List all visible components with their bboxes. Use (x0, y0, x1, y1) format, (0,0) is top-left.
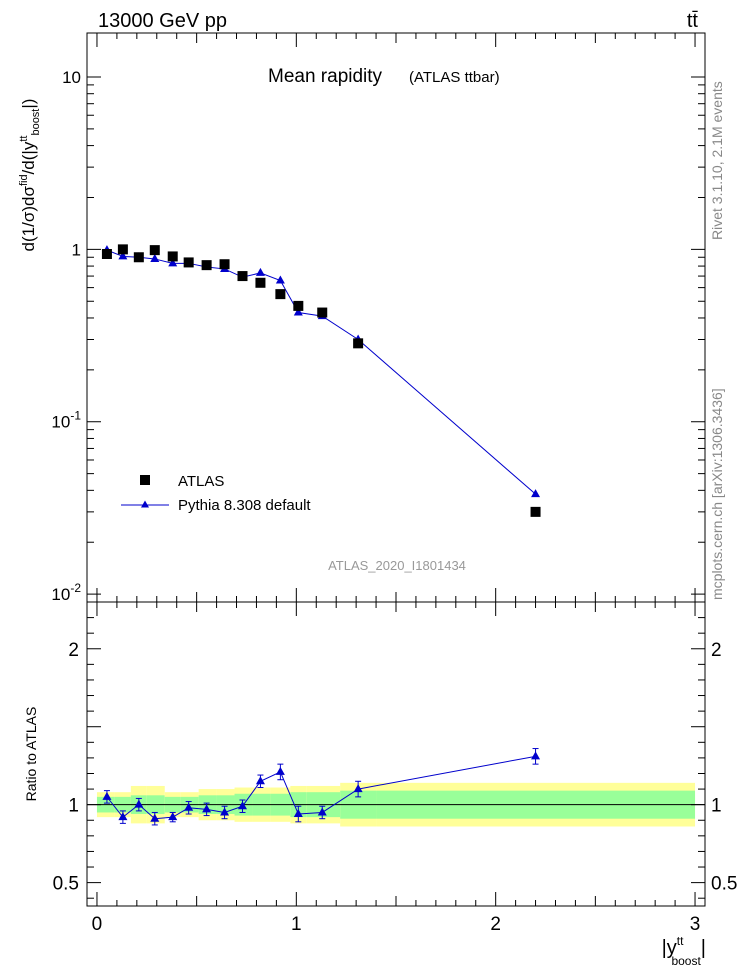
x-tick-label: 0 (92, 914, 103, 935)
pythia-point (275, 275, 285, 284)
ratio-y-tick-label-right: 0.5 (711, 874, 737, 895)
main-y-axis-title: d(1/σ)dσfid/d(|yttboost|) (18, 99, 42, 252)
ratio-y-tick-label-right: 1 (711, 796, 722, 817)
atlas-point (293, 300, 304, 311)
ratio-point (353, 784, 363, 793)
atlas-point (149, 245, 160, 256)
ratio-point (293, 809, 303, 818)
legend-pythia-label: Pythia 8.308 default (178, 497, 311, 514)
main-y-tick-label: 1 (72, 240, 81, 259)
x-tick-label: 2 (490, 914, 501, 935)
ratio-point (317, 807, 327, 816)
atlas-point (219, 259, 230, 270)
pythia-point (255, 267, 265, 276)
ratio-point (102, 791, 112, 800)
atlas-point (317, 307, 328, 318)
header-right: tt̄ (687, 10, 699, 32)
ratio-point (150, 813, 160, 822)
ratio-point (168, 812, 178, 821)
atlas-point (255, 277, 266, 288)
ratio-y-tick-label: 0.5 (53, 874, 79, 895)
atlas-point (237, 271, 248, 282)
x-tick-label: 3 (690, 914, 701, 935)
ratio-point (220, 807, 230, 816)
legend-atlas-marker (140, 475, 150, 485)
ratio-point (202, 804, 212, 813)
atlas-point (183, 257, 194, 268)
atlas-point (275, 289, 286, 300)
atlas-point (353, 338, 364, 349)
ratio-point (237, 801, 247, 810)
pythia-point (150, 253, 160, 262)
main-y-tick-label: 10-1 (51, 409, 81, 432)
ratio-y-axis-title: Ratio to ATLAS (23, 707, 39, 802)
main-y-tick-label: 10-2 (51, 581, 81, 604)
plot-subtitle: (ATLAS ttbar) (409, 69, 500, 86)
ylabel-text: d(1/σ)dσfid/d(|yttboost|) (18, 99, 42, 252)
ratio-y-tick-label: 1 (68, 796, 79, 817)
atlas-point (201, 260, 212, 271)
atlas-point (530, 506, 541, 517)
pythia-point (531, 489, 541, 498)
rivet-label: Rivet 3.1.10, 2.1M events (709, 81, 725, 240)
main-plot-frame (86, 32, 706, 603)
ratio-point (275, 766, 285, 775)
atlas-point (133, 252, 144, 263)
ratio-point (531, 751, 541, 760)
pythia-point (118, 251, 128, 260)
x-tick-label: 1 (291, 914, 302, 935)
ratio-y-tick-label: 2 (68, 640, 79, 661)
ratio-plot-frame (86, 601, 706, 907)
ratio-point (134, 799, 144, 808)
ratio-point (118, 812, 128, 821)
pythia-line (106, 249, 536, 495)
x-axis-title: |ytt boost| (662, 934, 706, 968)
main-y-tick-label: 10 (62, 68, 81, 87)
legend-pythia-marker (141, 500, 149, 508)
analysis-watermark: ATLAS_2020_I1801434 (328, 558, 466, 573)
header-left: 13000 GeV pp (98, 10, 227, 32)
ratio-point (184, 802, 194, 811)
atlas-point (101, 249, 112, 260)
ratio-point (255, 776, 265, 785)
legend-atlas-label: ATLAS (178, 473, 224, 490)
ratio-y-tick-label-right: 2 (711, 640, 722, 661)
xlabel-text: |ytt boost| (662, 934, 706, 968)
mcplots-label: mcplots.cern.ch [arXiv:1306.3436] (709, 388, 725, 600)
pythia-point (168, 258, 178, 267)
legend: ATLAS Pythia 8.308 default (121, 473, 311, 514)
atlas-point (167, 251, 178, 262)
atlas-point (117, 244, 128, 255)
plot-title: Mean rapidity (268, 66, 383, 87)
pythia-point (293, 307, 303, 316)
